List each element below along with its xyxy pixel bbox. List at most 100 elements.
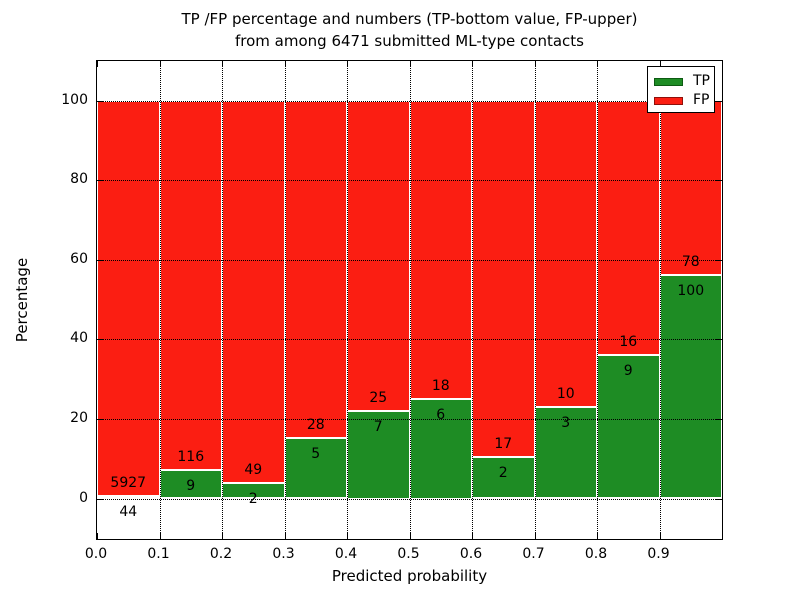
- x-gridline: [659, 61, 661, 539]
- y-tick-left: [97, 100, 103, 102]
- fp-count-label: 25: [369, 390, 388, 407]
- x-tick-bottom: [222, 533, 223, 539]
- fp-bar-segment: [347, 100, 410, 412]
- tp-legend-label: TP: [693, 73, 710, 89]
- x-tick-label: 0.3: [272, 546, 295, 562]
- y-tick-label: 60: [70, 250, 88, 267]
- legend: TP FP: [647, 66, 715, 113]
- x-gridline: [472, 61, 473, 539]
- tp-count-label: 2: [248, 490, 258, 507]
- tp-count-label: 100: [677, 282, 705, 299]
- y-tick-right: [716, 339, 722, 341]
- y-axis-label: Percentage: [13, 257, 31, 343]
- x-tick-bottom: [722, 533, 723, 539]
- x-tick-bottom: [659, 533, 661, 539]
- y-tick-label: 0: [79, 489, 88, 506]
- x-tick-label: 0.4: [334, 546, 358, 562]
- tp-count-label: 9: [186, 477, 196, 494]
- x-tick-label: 0.1: [147, 546, 170, 562]
- chart-title-line2: from among 6471 submitted ML-type contac…: [235, 32, 584, 50]
- x-tick-bottom: [409, 533, 411, 539]
- x-gridline: [222, 61, 223, 539]
- tp-bar-segment: [97, 495, 160, 499]
- legend-entry-tp: TP: [648, 72, 714, 91]
- y-tick-label: 80: [70, 171, 88, 188]
- x-tick-top: [722, 61, 723, 67]
- fp-bar-segment: [409, 100, 472, 399]
- y-tick-right: [716, 418, 722, 420]
- fp-count-label: 116: [177, 448, 205, 465]
- x-tick-top: [409, 61, 411, 67]
- y-tick-label: 20: [70, 409, 88, 426]
- x-tick-label: 0.6: [459, 546, 483, 562]
- tp-bar-segment: [659, 274, 722, 499]
- x-tick-top: [472, 61, 473, 67]
- x-tick-top: [597, 61, 598, 67]
- x-axis-label: Predicted probability: [331, 567, 488, 585]
- x-tick-label: 0.5: [397, 546, 420, 562]
- x-gridline: [347, 61, 348, 539]
- tp-bar-segment: [159, 469, 222, 499]
- x-gridline: [284, 61, 286, 539]
- chart-title: TP /FP percentage and numbers (TP-bottom…: [96, 8, 723, 52]
- x-tick-label: 0.7: [522, 546, 545, 562]
- x-tick-top: [284, 61, 286, 67]
- fp-bar-segment: [97, 100, 160, 496]
- x-tick-bottom: [597, 533, 598, 539]
- chart-title-line1: TP /FP percentage and numbers (TP-bottom…: [181, 10, 638, 28]
- x-tick-top: [159, 61, 161, 67]
- plot-area: 5927 44 116 9 49 2 28 5 25 7 18 6 17 2 10 3 16 9 78 100: [96, 60, 723, 540]
- tp-count-label: 5: [311, 446, 321, 463]
- x-tick-top: [534, 61, 536, 67]
- x-tick-bottom: [347, 533, 348, 539]
- fp-legend-label: FP: [693, 92, 710, 108]
- x-gridline: [159, 61, 161, 539]
- fp-legend-swatch: [654, 96, 683, 105]
- y-tick-label: 100: [61, 91, 88, 108]
- x-tick-bottom: [284, 533, 286, 539]
- fp-count-label: 10: [556, 385, 575, 402]
- y-tick-right: [716, 100, 722, 102]
- tp-bar-segment: [284, 438, 347, 499]
- fp-count-label: 18: [431, 378, 450, 394]
- fp-count-label: 78: [681, 253, 700, 270]
- x-gridline: [597, 61, 598, 539]
- tp-count-label: 9: [623, 363, 633, 380]
- x-tick-top: [347, 61, 348, 67]
- tp-legend-swatch: [654, 77, 683, 86]
- fp-count-label: 5927: [110, 474, 147, 491]
- y-tick-left: [97, 418, 103, 420]
- tp-count-label: 44: [119, 503, 138, 520]
- tp-count-label: 6: [436, 407, 446, 423]
- x-tick-bottom: [97, 533, 98, 539]
- x-tick-label: 0.0: [84, 546, 108, 562]
- y-tick-label: 40: [70, 330, 88, 347]
- fp-bar-segment: [284, 100, 347, 439]
- fp-bar-segment: [659, 100, 722, 275]
- y-tick-left: [97, 180, 103, 182]
- x-tick-bottom: [472, 533, 473, 539]
- y-tick-right: [716, 180, 722, 182]
- x-tick-label: 0.9: [647, 546, 670, 562]
- fp-bar-segment: [597, 100, 660, 356]
- fp-bar-segment: [222, 100, 285, 483]
- fp-count-label: 17: [494, 435, 513, 452]
- y-tick-left: [97, 498, 103, 500]
- y-tick-right: [716, 498, 722, 500]
- y-tick-left: [97, 339, 103, 341]
- y-tick-right: [716, 259, 722, 261]
- fp-count-label: 49: [244, 461, 263, 478]
- tp-count-label: 3: [561, 414, 571, 431]
- x-gridline: [534, 61, 536, 539]
- x-tick-bottom: [159, 533, 161, 539]
- x-tick-top: [659, 61, 661, 67]
- tp-count-label: 2: [498, 464, 508, 481]
- fp-bar-segment: [159, 100, 222, 470]
- fp-bar-segment: [472, 100, 535, 457]
- x-gridline: [409, 61, 411, 539]
- y-tick-left: [97, 259, 103, 261]
- x-tick-label: 0.8: [584, 546, 608, 562]
- x-tick-top: [222, 61, 223, 67]
- fp-count-label: 28: [306, 417, 325, 434]
